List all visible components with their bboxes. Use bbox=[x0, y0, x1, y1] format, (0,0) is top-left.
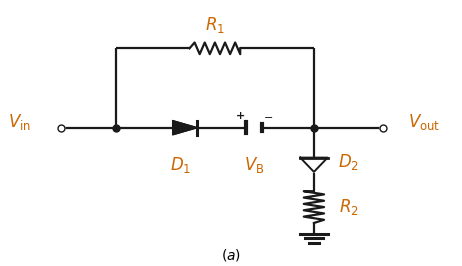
Polygon shape bbox=[173, 121, 197, 135]
Text: +: + bbox=[236, 111, 245, 121]
Text: $V_\mathrm{B}$: $V_\mathrm{B}$ bbox=[244, 155, 264, 175]
Text: $(a)$: $(a)$ bbox=[221, 247, 241, 263]
Text: $-$: $-$ bbox=[263, 111, 274, 121]
Text: $R_1$: $R_1$ bbox=[205, 15, 225, 35]
Text: $D_1$: $D_1$ bbox=[170, 155, 191, 175]
Text: $V_\mathrm{in}$: $V_\mathrm{in}$ bbox=[8, 113, 30, 132]
Text: $R_2$: $R_2$ bbox=[339, 197, 359, 217]
Text: $D_2$: $D_2$ bbox=[338, 152, 359, 172]
Text: $V_\mathrm{out}$: $V_\mathrm{out}$ bbox=[408, 113, 441, 132]
